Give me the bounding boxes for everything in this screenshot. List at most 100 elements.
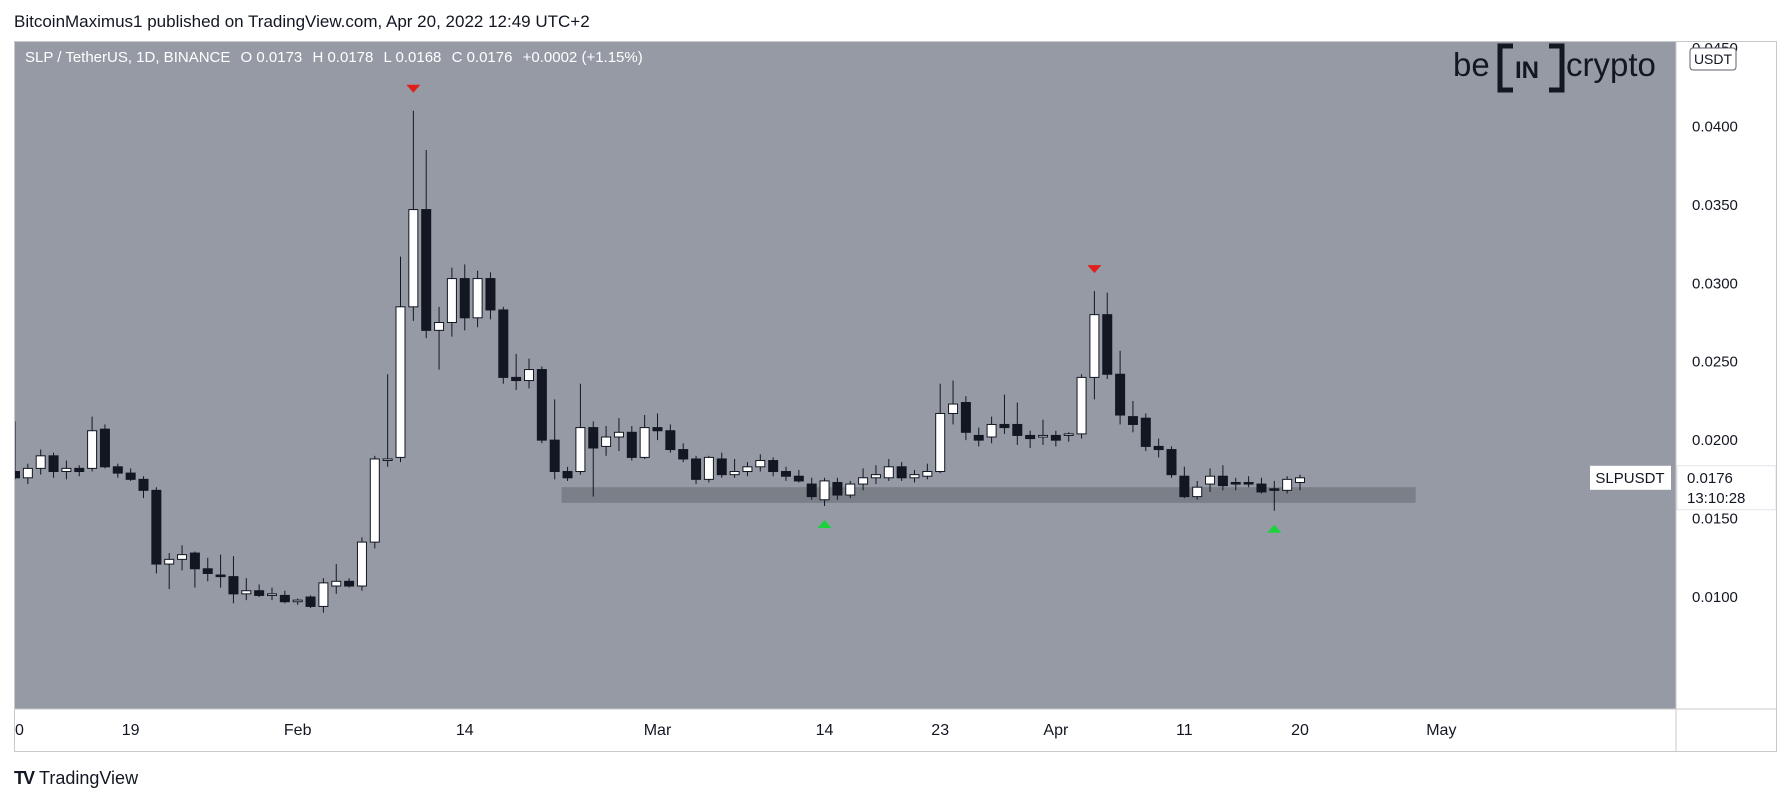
candle	[819, 477, 830, 507]
candle-body-down	[973, 434, 984, 441]
candlestick-chart[interactable]: 0.04500.04000.03500.03000.02500.02000.01…	[10, 40, 1777, 751]
candle-body-up	[575, 427, 586, 473]
candle	[318, 578, 329, 613]
legend-close-label: C	[452, 49, 463, 66]
candle	[395, 256, 406, 463]
candle	[948, 380, 959, 425]
logo-text-be: be	[1453, 46, 1490, 83]
candle-body-up	[318, 582, 329, 607]
candle-body-down	[678, 449, 689, 460]
candle	[254, 584, 265, 597]
price-tick-label: 0.0250	[1692, 354, 1738, 371]
candle-body-up	[22, 467, 33, 479]
candle	[806, 477, 817, 500]
price-axis-labels: 0.04500.04000.03500.03000.02500.02000.01…	[1692, 40, 1738, 606]
candle-body-down	[549, 439, 560, 473]
candle	[793, 469, 804, 483]
price-tick-label: 0.0400	[1692, 118, 1738, 135]
candle-body-up	[703, 456, 714, 480]
candle-body-up	[870, 474, 881, 479]
candle	[678, 443, 689, 463]
plot-background	[15, 42, 1676, 709]
candle-body-down	[1012, 423, 1023, 436]
candle-body-up	[1076, 376, 1087, 435]
candle	[768, 457, 779, 477]
candle	[87, 416, 98, 472]
candle	[331, 564, 342, 594]
candle	[652, 413, 663, 441]
tradingview-brand: TradingView	[39, 768, 139, 788]
candle-body-up	[1063, 433, 1074, 436]
candle-body-down	[485, 278, 496, 311]
candle-body-up	[382, 458, 393, 461]
candle	[382, 374, 393, 467]
candle-body-down	[960, 401, 971, 433]
candle-body-down	[459, 278, 470, 319]
candle	[1205, 468, 1216, 492]
candle-body-down	[626, 431, 637, 458]
candle	[626, 426, 637, 461]
markers-layer	[406, 84, 1282, 533]
logo-text-in: IN	[1515, 57, 1539, 84]
candle	[1282, 476, 1293, 494]
candle	[1050, 430, 1061, 447]
candle	[1102, 292, 1113, 379]
candle	[434, 306, 445, 370]
candle-body-down	[806, 483, 817, 498]
candle-body-down	[189, 552, 200, 570]
time-tick-label: 14	[456, 722, 474, 739]
candle	[498, 306, 509, 384]
legend-close-value: 0.0176	[467, 49, 513, 66]
time-tick-label: 23	[931, 722, 949, 739]
candle-body-up	[935, 412, 946, 473]
candle-body-down	[1050, 434, 1061, 441]
candle-body-up	[986, 423, 997, 438]
candle	[524, 358, 534, 389]
candle-body-down	[254, 590, 265, 596]
candle-body-down	[793, 475, 804, 482]
legend-low-value: 0.0168	[396, 49, 442, 66]
candle	[665, 424, 676, 453]
candle	[511, 353, 522, 390]
price-axis-background[interactable]	[1676, 42, 1776, 709]
candle-body-up	[909, 474, 920, 479]
candle	[1269, 480, 1280, 511]
currency-tag[interactable]	[1689, 47, 1737, 71]
candle-body-down	[138, 478, 149, 491]
candle	[999, 394, 1010, 434]
time-tick-label: Feb	[284, 722, 312, 739]
candle-body-up	[369, 458, 380, 543]
time-axis-labels: 0 19 Feb 14 Mar 14 23 Apr 11 20 May	[15, 722, 1456, 739]
candle	[858, 468, 869, 491]
candle	[189, 551, 200, 588]
candle-body-down	[652, 427, 663, 432]
candle-body-up	[819, 480, 830, 501]
candle-body-up	[1192, 486, 1203, 498]
marker-red-down	[406, 84, 421, 93]
candle	[35, 449, 46, 475]
candle-body-down	[10, 471, 20, 479]
candle-body-down	[665, 430, 676, 451]
candle-body-down	[1102, 314, 1113, 375]
candle	[601, 426, 612, 456]
candle	[292, 598, 303, 605]
symbol-tag	[1590, 465, 1671, 490]
legend-high-value: 0.0178	[327, 49, 373, 66]
candle-body-up	[356, 541, 367, 587]
candle	[922, 463, 933, 480]
candle	[986, 416, 997, 444]
candle-body-down	[421, 209, 432, 331]
candle	[305, 595, 316, 608]
candle-body-down	[511, 376, 522, 382]
candle-body-down	[716, 458, 727, 476]
time-tick-label: 0	[15, 722, 24, 739]
publisher-header: BitcoinMaximus1 published on TradingView…	[14, 12, 590, 31]
candle	[369, 455, 380, 549]
legend-change: +0.0002 (+1.15%)	[523, 49, 643, 66]
time-axis-background[interactable]	[15, 709, 1776, 751]
candle	[485, 272, 496, 320]
candle	[960, 396, 971, 441]
chart-frame[interactable]: 0.04500.04000.03500.03000.02500.02000.01…	[10, 40, 1777, 752]
candle	[1063, 432, 1074, 442]
candle	[1256, 477, 1267, 494]
